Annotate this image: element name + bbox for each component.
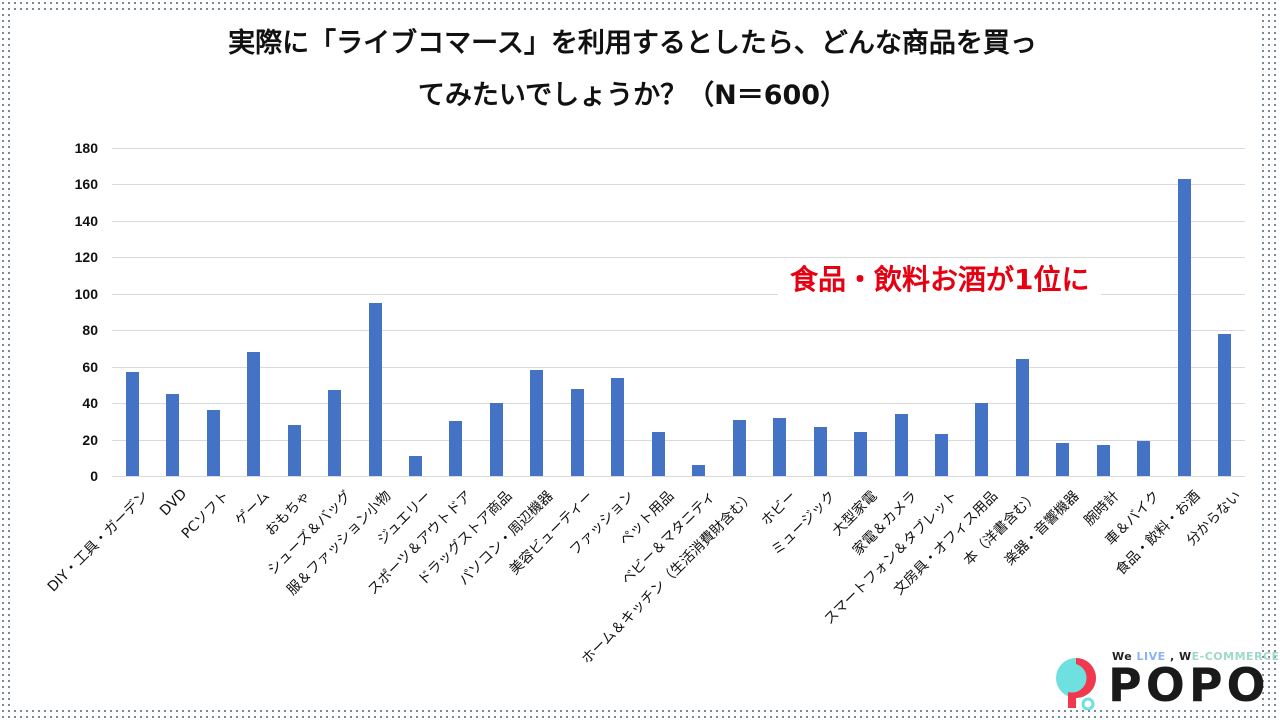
gridline [112, 439, 1245, 441]
y-tick-label: 20 [82, 431, 98, 448]
y-tick-label: 140 [74, 212, 98, 229]
logo-tagline: We LIVE , WE-COMMERCE [1112, 650, 1280, 663]
bar [1015, 359, 1029, 476]
bar [206, 410, 220, 476]
gridline [112, 220, 1245, 222]
bar [813, 426, 827, 476]
bar [611, 377, 625, 476]
bar [287, 424, 301, 476]
tagline-live: LIVE [1136, 650, 1166, 663]
bar [530, 370, 544, 476]
bar [1096, 445, 1110, 476]
chart-title-line-2: てみたいでしょうか？（N＝600） [417, 80, 848, 111]
gridline [112, 293, 1245, 295]
gridline [112, 366, 1245, 368]
gridline [112, 330, 1245, 332]
x-tick-label: DVD [156, 486, 190, 520]
y-tick-label: 160 [74, 176, 98, 193]
bar [247, 352, 261, 476]
bar [651, 432, 665, 476]
bar [489, 403, 503, 476]
gridline [112, 403, 1245, 405]
popo-logo: We LIVE , WE-COMMERCE POPO [1052, 648, 1279, 712]
chart-title: 実際に「ライブコマース」を利用するとしたら、どんな商品を買っ てみたいでしょうか… [0, 18, 1265, 122]
y-tick-label: 0 [90, 468, 98, 484]
slide-panel [10, 12, 1258, 708]
bar [1056, 443, 1070, 476]
bar [368, 302, 382, 476]
bar [1218, 333, 1232, 476]
bar [975, 403, 989, 476]
bar [125, 372, 139, 476]
bar [854, 432, 868, 476]
bar [449, 421, 463, 476]
bar [328, 390, 342, 476]
annotation-callout: 食品・飲料お酒が1位に [778, 258, 1102, 302]
bar [935, 434, 949, 476]
gridline [112, 257, 1245, 259]
bar [732, 419, 746, 476]
y-tick-label: 40 [82, 395, 98, 412]
bar [894, 414, 908, 476]
tagline-ecommerce: E-COMMERCE [1191, 650, 1280, 663]
tagline-w: , W [1165, 650, 1192, 663]
y-tick-label: 60 [82, 358, 98, 375]
tagline-we: We [1112, 650, 1137, 663]
gridline [112, 184, 1245, 186]
y-tick-label: 100 [74, 285, 98, 302]
logo-wordmark: POPO [1108, 658, 1270, 712]
y-tick-label: 120 [74, 249, 98, 266]
bar [1177, 178, 1191, 476]
gridline [112, 476, 1245, 477]
bar [570, 388, 584, 476]
bar [1137, 441, 1151, 476]
chart-title-line-1: 実際に「ライブコマース」を利用するとしたら、どんな商品を買っ [228, 28, 1037, 59]
bar [166, 394, 180, 476]
x-tick-label: DIY・工具・ガーデン [45, 488, 153, 596]
bar [408, 455, 422, 476]
popo-logo-mark-icon [1056, 658, 1096, 711]
y-tick-label: 180 [74, 140, 98, 156]
bar [773, 417, 787, 476]
bar [692, 465, 706, 476]
y-tick-label: 80 [82, 322, 98, 339]
gridline [112, 148, 1245, 149]
